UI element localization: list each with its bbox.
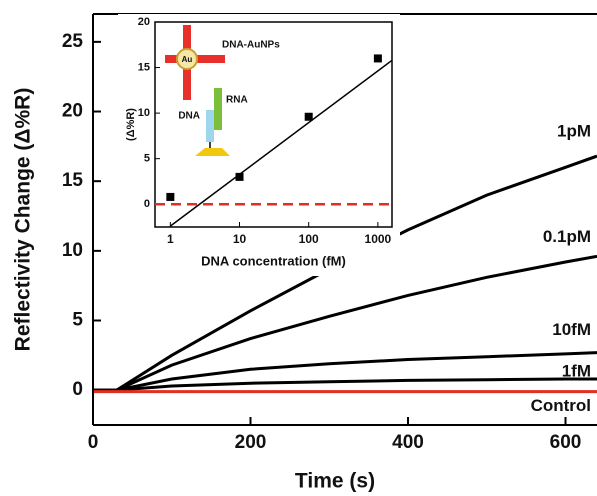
point [373, 54, 382, 63]
x-axis-label: Time (s) [295, 470, 375, 493]
inset-frame [154, 21, 393, 228]
surface [195, 148, 230, 156]
y-tick-label: 20 [138, 16, 150, 28]
point [235, 172, 244, 181]
annotation: Au [182, 55, 193, 64]
y-tick-label: 0 [72, 379, 83, 400]
y-tick-label: 15 [62, 170, 84, 191]
gold-particle [176, 48, 198, 70]
y-tick-label: 10 [138, 107, 150, 119]
x-tick-label: 200 [235, 432, 267, 453]
point [166, 192, 175, 201]
y-tick-label: 20 [62, 101, 83, 122]
x-tick-label: 400 [392, 432, 424, 453]
series-label: 0.1pM [543, 227, 591, 246]
y-tick-label: 5 [72, 310, 83, 331]
series-line [93, 377, 597, 392]
x-tick-label: 1000 [365, 232, 392, 246]
x-tick-label: 100 [299, 232, 319, 246]
y-tick-label: 15 [138, 61, 150, 73]
fit-line [169, 59, 393, 227]
series-label: 1pM [557, 122, 591, 141]
series-label: 10fM [552, 320, 591, 339]
y-axis-label: (Δ%R) [125, 108, 137, 141]
x-axis-label: DNA concentration (fM) [201, 253, 346, 268]
series-label: 1fM [562, 362, 591, 381]
y-tick-label: 10 [62, 240, 83, 261]
x-tick-label: 0 [88, 432, 99, 453]
y-tick-label: 25 [62, 31, 84, 52]
x-tick-label: 600 [550, 432, 582, 453]
annotation: DNA-AuNPs [222, 40, 280, 51]
series-line [93, 254, 597, 392]
dna-strand [206, 110, 214, 142]
series-label: Control [531, 396, 591, 415]
point [304, 112, 313, 121]
x-tick-label: 10 [233, 232, 247, 246]
inset-background [118, 14, 400, 276]
annotation: RNA [226, 95, 248, 106]
annotation: DNA [178, 111, 200, 122]
x-tick-label: 1 [167, 232, 174, 246]
y-axis-label: Reflectivity Change (Δ%R) [12, 88, 35, 352]
y-tick-label: 0 [144, 198, 150, 210]
series-line [93, 351, 597, 392]
rna-strand [214, 88, 222, 130]
schematic [165, 25, 230, 156]
y-tick-label: 5 [144, 153, 150, 165]
